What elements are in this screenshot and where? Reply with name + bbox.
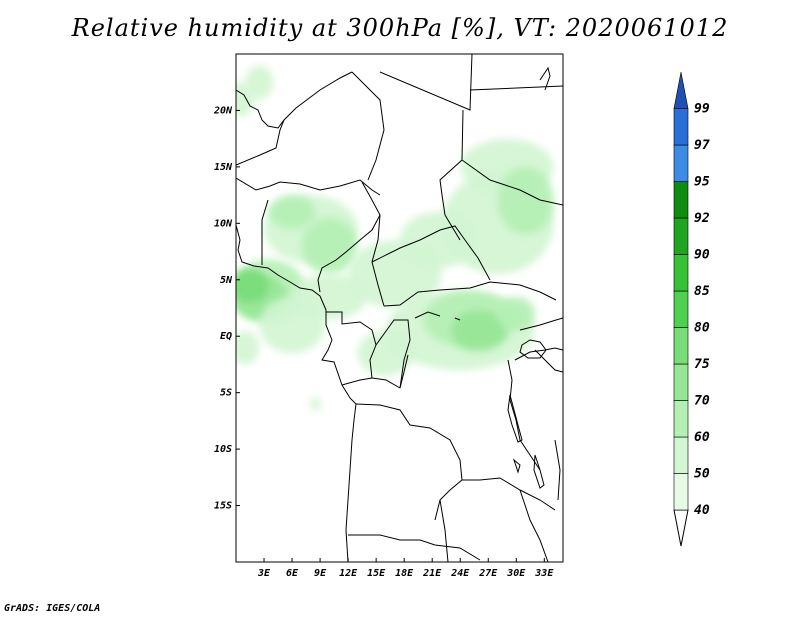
colorbar-segment xyxy=(673,363,689,401)
colorbar-label: 85 xyxy=(694,284,710,299)
humidity-field xyxy=(236,65,554,411)
colorbar-label: 40 xyxy=(694,503,710,518)
humidity-area xyxy=(236,82,255,117)
humidity-area xyxy=(497,296,535,331)
colorbar-label: 92 xyxy=(694,211,710,226)
colorbar-label: 50 xyxy=(694,467,710,482)
y-tick-label: 5N xyxy=(220,275,233,286)
humidity-area xyxy=(236,268,269,303)
x-tick-label: 15E xyxy=(367,568,386,579)
lake-victoria xyxy=(519,339,547,359)
humidity-area xyxy=(301,217,358,275)
y-axis: 20N 15N 10N 5N EQ 5S 10S 15S xyxy=(213,105,240,512)
coastline-west xyxy=(236,71,353,129)
map-frame xyxy=(235,53,564,563)
colorbar-segment xyxy=(673,108,689,146)
x-tick-label: 3E xyxy=(257,568,271,579)
lake-tanganyika xyxy=(507,394,523,443)
colorbar-segment xyxy=(673,473,689,511)
colorbar-segment xyxy=(673,254,689,292)
country-borders xyxy=(236,54,563,562)
colorbar: 40 50 60 70 75 80 85 90 92 95 97 99 xyxy=(673,71,710,547)
lake-malawi xyxy=(533,454,545,489)
x-tick-label: 21E xyxy=(422,568,442,579)
colorbar-label: 90 xyxy=(694,248,710,263)
x-tick-label: 27E xyxy=(478,568,498,579)
humidity-area xyxy=(357,330,414,376)
y-tick-label: EQ xyxy=(220,331,232,342)
x-tick-label: 18E xyxy=(395,568,414,579)
colorbar-label: 75 xyxy=(694,357,710,372)
x-tick-label: 6E xyxy=(286,568,299,579)
colorbar-segment xyxy=(673,290,689,328)
colorbar-segment xyxy=(673,327,689,365)
x-tick-label: 30E xyxy=(506,568,526,579)
colorbar-segment xyxy=(673,400,689,438)
colorbar-label: 99 xyxy=(694,102,710,117)
y-tick-label: 10N xyxy=(214,218,233,229)
colorbar-label: 95 xyxy=(694,175,710,190)
colorbar-segment xyxy=(673,181,689,219)
y-tick-label: 10S xyxy=(214,444,232,455)
grads-credit: GrADS: IGES/COLA xyxy=(4,603,101,614)
map-title: Relative humidity at 300hPa [%], VT: 202… xyxy=(71,14,729,42)
y-tick-label: 15N xyxy=(214,162,233,173)
y-tick-label: 20N xyxy=(213,105,233,116)
colorbar-segment xyxy=(673,436,689,474)
humidity-area xyxy=(268,195,316,229)
x-axis: 3E 6E 9E 12E 15E 18E 21E 24E 27E 30E 33E xyxy=(257,558,554,579)
colorbar-segment xyxy=(673,217,689,255)
colorbar-high-arrow xyxy=(673,71,689,109)
humidity-area xyxy=(450,310,507,351)
humidity-area xyxy=(292,274,367,320)
colorbar-segment xyxy=(673,144,689,182)
y-tick-label: 5S xyxy=(220,388,232,399)
x-tick-label: 9E xyxy=(314,568,327,579)
x-tick-label: 12E xyxy=(339,568,358,579)
humidity-area xyxy=(497,166,554,235)
colorbar-label: 60 xyxy=(694,430,710,445)
x-tick-label: 24E xyxy=(450,568,470,579)
x-tick-label: 33E xyxy=(534,568,554,579)
colorbar-label: 70 xyxy=(694,394,710,409)
colorbar-low-arrow xyxy=(673,509,689,547)
humidity-area xyxy=(236,330,260,365)
colorbar-label: 80 xyxy=(694,321,710,336)
humidity-area xyxy=(309,397,322,411)
coastline-gulf xyxy=(236,224,357,562)
y-tick-label: 15S xyxy=(214,501,232,512)
colorbar-label: 97 xyxy=(694,138,710,153)
